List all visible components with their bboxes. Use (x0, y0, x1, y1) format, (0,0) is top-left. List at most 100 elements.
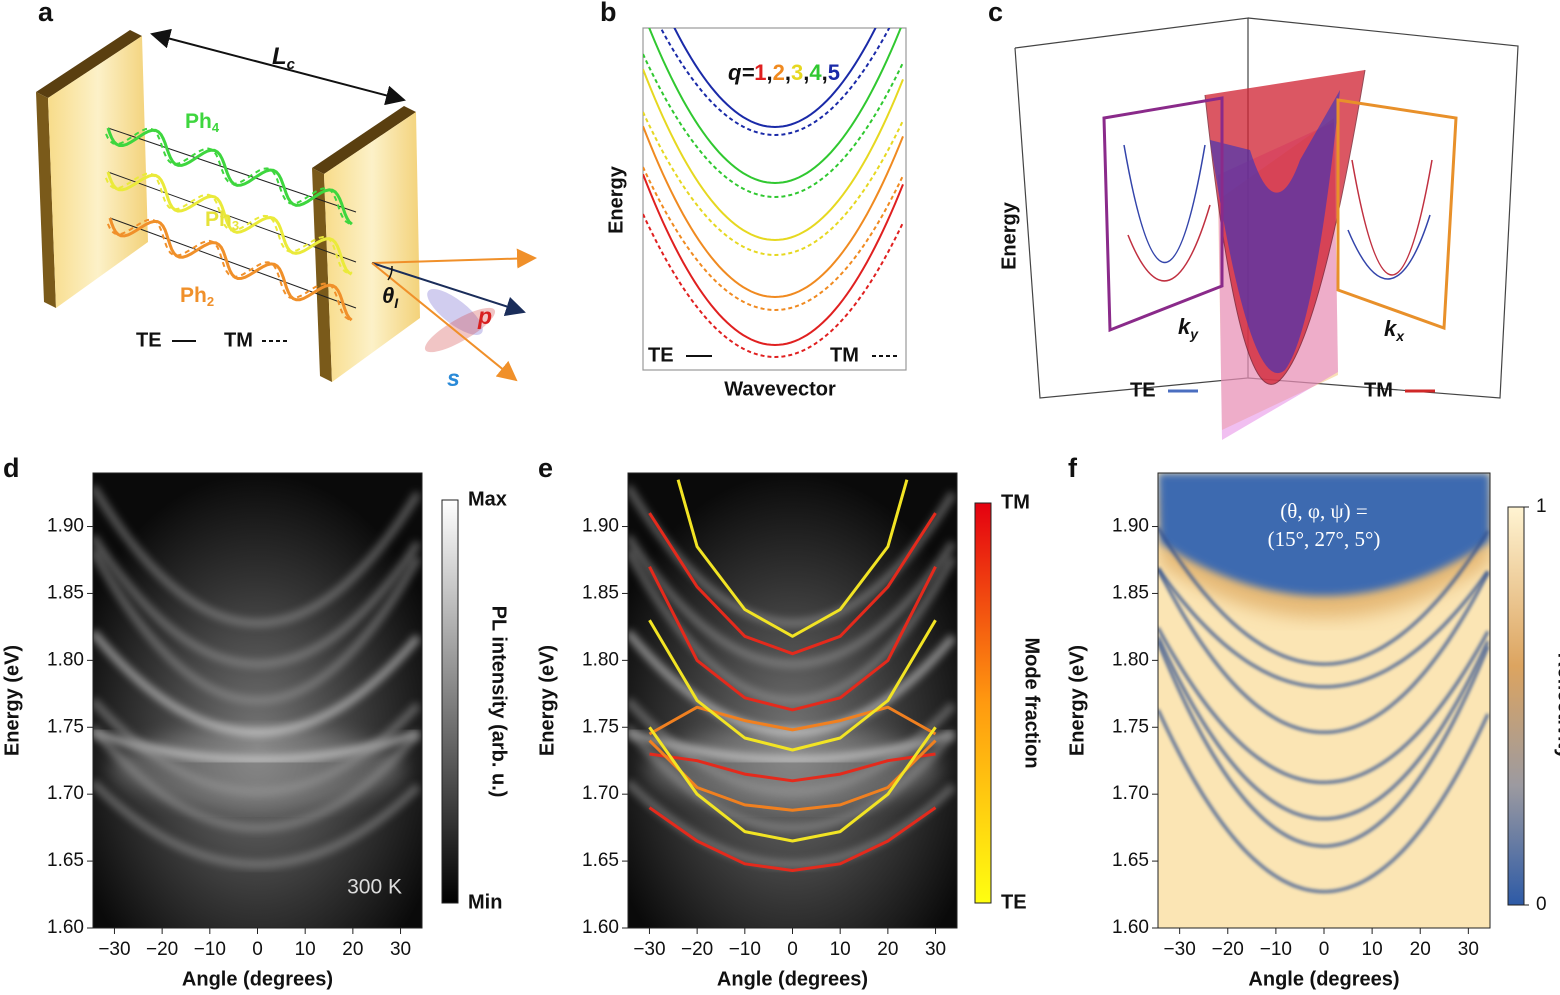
incidence-angle: θI (382, 283, 399, 311)
heatmap-band (1158, 567, 1490, 689)
photon-label-main: Ph (180, 284, 207, 307)
photon-label-main: Ph (205, 208, 232, 231)
y-axis-label: Energy (998, 201, 1020, 270)
colorbar-label: PL intensity (arb. u.) (488, 606, 510, 798)
photon-label-sub: 3 (232, 218, 239, 233)
plot-frame (642, 27, 907, 371)
te-curve (1347, 214, 1431, 280)
mode-te (673, 28, 877, 129)
heatmap-panel (628, 473, 957, 928)
panel-label: e (538, 453, 553, 483)
heatmap-band (628, 629, 957, 737)
heatmap-band (1158, 626, 1490, 784)
x-axis-label: Angle (degrees) (182, 968, 333, 990)
heatmap-band (93, 484, 422, 628)
colorbar-label: Mode fraction (1021, 637, 1043, 768)
x-tick-label: −30 (98, 939, 130, 960)
q-value: 1 (754, 60, 766, 85)
dispersion-sketch (642, 27, 907, 371)
mode-te (643, 173, 904, 347)
x-tick-label: −20 (681, 939, 713, 960)
photon-label-sub: 4 (212, 120, 220, 135)
y-tick-label: 1.75 (582, 716, 619, 737)
mode-te (648, 28, 902, 185)
y-tick-label: 1.60 (582, 917, 619, 938)
panel-label: b (600, 0, 617, 27)
y-tick-label: 1.85 (582, 582, 619, 603)
y-axis-label: Energy (eV) (1066, 645, 1088, 756)
y-tick-label: 1.60 (47, 917, 84, 938)
q-value: 5 (828, 60, 840, 85)
y-tick-label: 1.75 (1112, 716, 1149, 737)
x-tick-label: −20 (1212, 939, 1244, 960)
q-separator: , (785, 60, 791, 85)
x-tick-label: 20 (1410, 939, 1431, 960)
x-tick-label: 0 (787, 939, 798, 960)
mode-curve (648, 619, 937, 752)
plate-edge (312, 168, 332, 382)
heatmap-band (1158, 526, 1490, 666)
x-tick-label: −10 (194, 939, 226, 960)
panel-label: d (3, 453, 20, 483)
x-tick-label: 10 (830, 939, 851, 960)
heatmap-panel (93, 473, 422, 928)
heatmap-glow (109, 728, 406, 809)
y-tick-label: 1.70 (1112, 783, 1149, 804)
ray (371, 262, 526, 316)
x-tick-label: 30 (390, 939, 411, 960)
mode-te (643, 68, 904, 242)
heatmap-region (1158, 473, 1490, 596)
mode-tm (643, 213, 904, 359)
plate-edge (36, 30, 142, 98)
panel-label: a (38, 0, 54, 27)
mode-tm (643, 166, 904, 312)
s-lobe (427, 289, 483, 335)
colorbar (974, 502, 992, 904)
mode-curve (648, 726, 937, 843)
incidence-angle-main: θ (382, 283, 394, 308)
surface-sketch (1014, 17, 1519, 440)
p-lobe (424, 307, 496, 353)
heatmap-band (1158, 708, 1490, 894)
mode-tm (659, 28, 891, 137)
panel-label: c (988, 0, 1003, 27)
plate-edge (312, 106, 416, 174)
y-tick-label: 1.85 (1112, 582, 1149, 603)
colorbar (441, 499, 459, 904)
legend-tm: TM (830, 344, 859, 366)
x-tick-label: 20 (877, 939, 898, 960)
annotation: 300 K (347, 876, 402, 899)
mode-plane (107, 171, 357, 263)
y-tick-label: 1.90 (1112, 516, 1149, 537)
length-arrow (150, 28, 406, 106)
annotation: (θ, φ, ψ) = (1280, 499, 1367, 523)
q-value: 2 (773, 60, 785, 85)
frame-kx (1336, 98, 1458, 331)
heatmap-band (628, 779, 956, 869)
x-tick-label: 10 (1362, 939, 1383, 960)
surface-te (1210, 90, 1340, 374)
x-tick-label: 30 (925, 939, 946, 960)
heatmap-band (93, 725, 422, 832)
tm-curve (1351, 159, 1433, 276)
legend-te: TE (648, 344, 674, 366)
photon-label-main: Ph (185, 110, 212, 133)
y-tick-label: 1.65 (582, 850, 619, 871)
y-tick-label: 1.90 (582, 516, 619, 537)
kx-label: kx (1384, 316, 1405, 344)
y-tick-label: 1.80 (582, 649, 619, 670)
cavity-sketch (36, 28, 537, 382)
frame-ky (1102, 96, 1224, 333)
heatmap-band (93, 697, 421, 796)
heatmap-band (1158, 636, 1490, 821)
x-tick-label: 20 (342, 939, 363, 960)
colorbar (1507, 506, 1525, 906)
x-axis-label: Angle (degrees) (717, 968, 868, 990)
y-tick-label: 1.60 (1112, 917, 1149, 938)
ray (371, 262, 518, 382)
y-axis-label: Energy (eV) (1, 645, 23, 756)
wave-tm (105, 127, 353, 225)
incidence-angle-sub: I (394, 295, 399, 311)
back-wall (1247, 17, 1519, 399)
